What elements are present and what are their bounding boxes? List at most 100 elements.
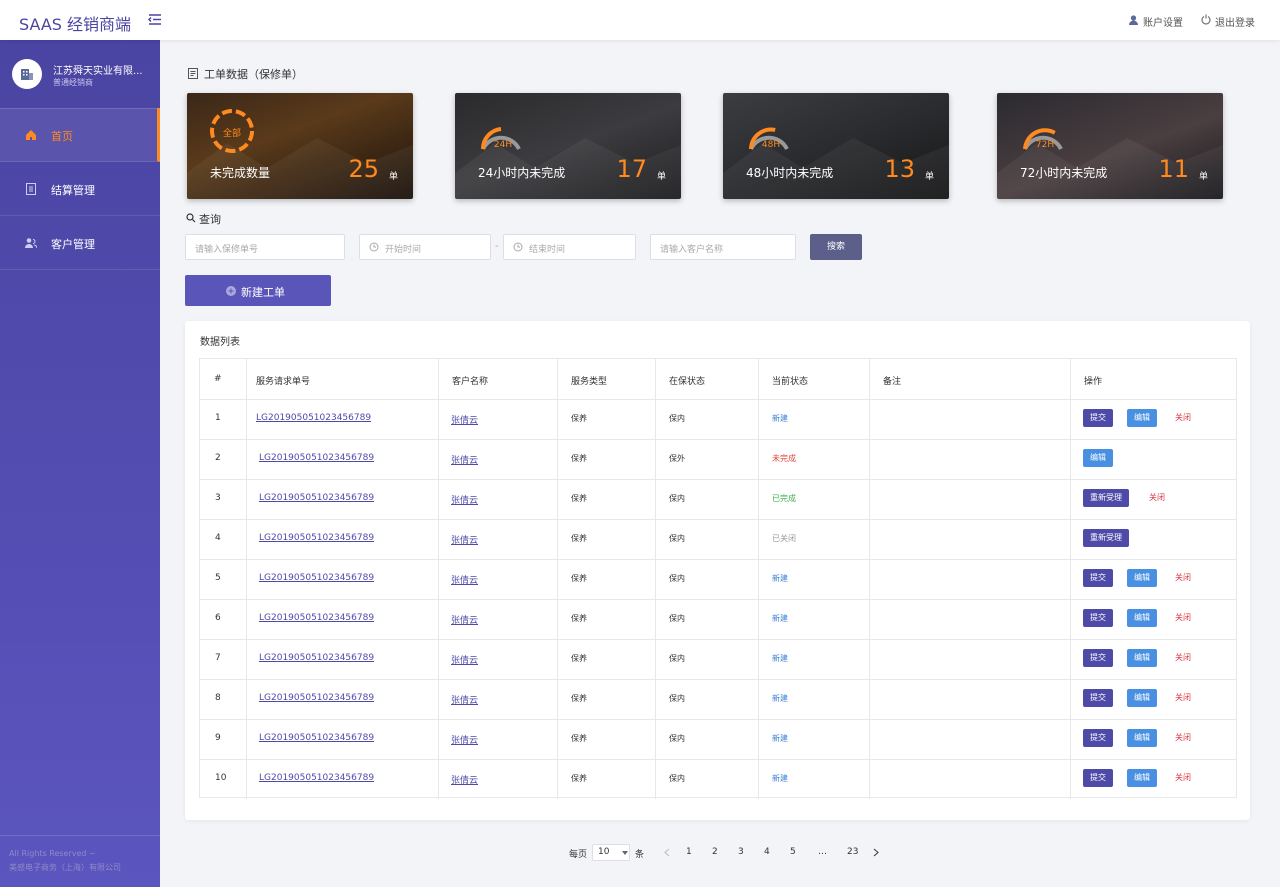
page-number[interactable]: 5 bbox=[790, 847, 796, 857]
action-label[interactable]: 编辑 bbox=[1134, 653, 1150, 662]
action-label[interactable]: 提交 bbox=[1090, 773, 1106, 782]
stat-card[interactable]: 72H 72小时内未完成 11 单 bbox=[997, 93, 1223, 199]
account-settings[interactable]: 账户设置 bbox=[1143, 18, 1183, 29]
menu-label[interactable]: 客户管理 bbox=[51, 238, 95, 251]
page-number[interactable]: … bbox=[818, 847, 827, 857]
order-link[interactable]: LG201905051023456789 bbox=[259, 533, 375, 543]
order-link[interactable]: LG201905051023456789 bbox=[259, 653, 375, 663]
page-size-select[interactable]: 10 bbox=[592, 844, 630, 861]
action-label[interactable]: 关闭 bbox=[1175, 613, 1191, 622]
column-header: 客户名称 bbox=[452, 377, 489, 387]
action-button[interactable]: 编辑 bbox=[1127, 409, 1157, 427]
text-input[interactable]: 请输入客户名称 bbox=[650, 234, 796, 260]
action-button[interactable]: 关闭 bbox=[1171, 409, 1195, 427]
action-label[interactable]: 提交 bbox=[1090, 413, 1106, 422]
action-button[interactable]: 重新受理 bbox=[1083, 529, 1129, 547]
page-number[interactable]: 1 bbox=[686, 847, 692, 857]
action-button[interactable]: 提交 bbox=[1083, 769, 1113, 787]
action-label[interactable]: 提交 bbox=[1090, 613, 1106, 622]
action-button[interactable]: 提交 bbox=[1083, 609, 1113, 627]
action-label[interactable]: 编辑 bbox=[1134, 773, 1150, 782]
action-button[interactable]: 编辑 bbox=[1127, 769, 1157, 787]
order-link[interactable]: LG201905051023456789 bbox=[259, 573, 375, 583]
page-number[interactable]: 23 bbox=[847, 847, 859, 857]
button-label[interactable]: 新建工单 bbox=[241, 286, 285, 299]
page-number[interactable]: 2 bbox=[712, 847, 718, 857]
action-button[interactable]: 编辑 bbox=[1127, 609, 1157, 627]
action-button[interactable]: 提交 bbox=[1083, 729, 1113, 747]
action-button[interactable]: 关闭 bbox=[1171, 609, 1195, 627]
action-label[interactable]: 编辑 bbox=[1134, 693, 1150, 702]
order-link[interactable]: LG201905051023456789 bbox=[256, 413, 372, 423]
action-label[interactable]: 关闭 bbox=[1175, 413, 1191, 422]
order-link[interactable]: LG201905051023456789 bbox=[259, 493, 375, 503]
action-button[interactable]: 编辑 bbox=[1127, 729, 1157, 747]
action-button[interactable]: 关闭 bbox=[1171, 649, 1195, 667]
customer-link[interactable]: 张倩云 bbox=[451, 736, 479, 746]
action-button[interactable]: 编辑 bbox=[1127, 569, 1157, 587]
action-button[interactable]: 提交 bbox=[1083, 649, 1113, 667]
page-size[interactable]: 10 bbox=[598, 847, 610, 857]
customer-link[interactable]: 张倩云 bbox=[451, 656, 479, 666]
action-label[interactable]: 提交 bbox=[1090, 693, 1106, 702]
stat-card[interactable]: 48H 48小时内未完成 13 单 bbox=[723, 93, 949, 199]
button-label[interactable]: 搜索 bbox=[826, 242, 845, 252]
customer-link[interactable]: 张倩云 bbox=[451, 496, 479, 506]
action-label[interactable]: 重新受理 bbox=[1090, 533, 1122, 542]
logout[interactable]: 退出登录 bbox=[1215, 18, 1255, 29]
action-label[interactable]: 提交 bbox=[1090, 573, 1106, 582]
action-button[interactable]: 提交 bbox=[1083, 409, 1113, 427]
action-label[interactable]: 编辑 bbox=[1134, 573, 1150, 582]
action-label[interactable]: 关闭 bbox=[1149, 493, 1165, 502]
action-button[interactable]: 关闭 bbox=[1171, 569, 1195, 587]
order-link[interactable]: LG201905051023456789 bbox=[259, 613, 375, 623]
customer-link[interactable]: 张倩云 bbox=[451, 536, 479, 546]
action-button[interactable]: 提交 bbox=[1083, 569, 1113, 587]
action-button[interactable]: 关闭 bbox=[1171, 729, 1195, 747]
action-button[interactable]: 关闭 bbox=[1171, 689, 1195, 707]
action-button[interactable]: 关闭 bbox=[1171, 769, 1195, 787]
search-button[interactable]: 搜索 bbox=[810, 234, 862, 260]
order-link[interactable]: LG201905051023456789 bbox=[259, 693, 375, 703]
action-label[interactable]: 关闭 bbox=[1175, 773, 1191, 782]
menu-item[interactable]: 结算管理 bbox=[0, 162, 160, 216]
order-link[interactable]: LG201905051023456789 bbox=[259, 733, 375, 743]
text-input[interactable]: 开始时间 bbox=[359, 234, 491, 260]
page-number[interactable]: 4 bbox=[764, 847, 770, 857]
order-link[interactable]: LG201905051023456789 bbox=[259, 453, 375, 463]
create-button[interactable]: 新建工单 bbox=[185, 275, 331, 306]
action-label[interactable]: 编辑 bbox=[1134, 613, 1150, 622]
action-label[interactable]: 编辑 bbox=[1134, 413, 1150, 422]
page-number[interactable]: 3 bbox=[738, 847, 744, 857]
action-label[interactable]: 关闭 bbox=[1175, 653, 1191, 662]
action-label[interactable]: 重新受理 bbox=[1090, 493, 1122, 502]
customer-link[interactable]: 张倩云 bbox=[451, 776, 479, 786]
stat-card[interactable]: 全部 未完成数量 25 单 bbox=[187, 93, 413, 199]
action-label[interactable]: 编辑 bbox=[1134, 733, 1150, 742]
action-label[interactable]: 关闭 bbox=[1175, 733, 1191, 742]
customer-link[interactable]: 张倩云 bbox=[451, 416, 479, 426]
order-link[interactable]: LG201905051023456789 bbox=[259, 773, 375, 783]
customer-link[interactable]: 张倩云 bbox=[451, 456, 479, 466]
text-input[interactable]: 请输入保修单号 bbox=[185, 234, 345, 260]
action-button[interactable]: 重新受理 bbox=[1083, 489, 1129, 507]
action-button[interactable]: 关闭 bbox=[1145, 489, 1169, 507]
action-label[interactable]: 关闭 bbox=[1175, 573, 1191, 582]
menu-item[interactable]: 首页 bbox=[0, 108, 160, 162]
menu-label[interactable]: 结算管理 bbox=[51, 184, 95, 197]
action-button[interactable]: 编辑 bbox=[1127, 689, 1157, 707]
customer-link[interactable]: 张倩云 bbox=[451, 696, 479, 706]
action-label[interactable]: 关闭 bbox=[1175, 693, 1191, 702]
text-input[interactable]: 结束时间 bbox=[503, 234, 636, 260]
action-button[interactable]: 编辑 bbox=[1083, 449, 1113, 467]
action-button[interactable]: 编辑 bbox=[1127, 649, 1157, 667]
action-label[interactable]: 提交 bbox=[1090, 653, 1106, 662]
action-button[interactable]: 提交 bbox=[1083, 689, 1113, 707]
menu-label[interactable]: 首页 bbox=[51, 130, 73, 143]
stat-card[interactable]: 24H 24小时内未完成 17 单 bbox=[455, 93, 681, 199]
action-label[interactable]: 编辑 bbox=[1090, 453, 1106, 462]
action-label[interactable]: 提交 bbox=[1090, 733, 1106, 742]
customer-link[interactable]: 张倩云 bbox=[451, 616, 479, 626]
menu-item[interactable]: 客户管理 bbox=[0, 216, 160, 270]
customer-link[interactable]: 张倩云 bbox=[451, 576, 479, 586]
